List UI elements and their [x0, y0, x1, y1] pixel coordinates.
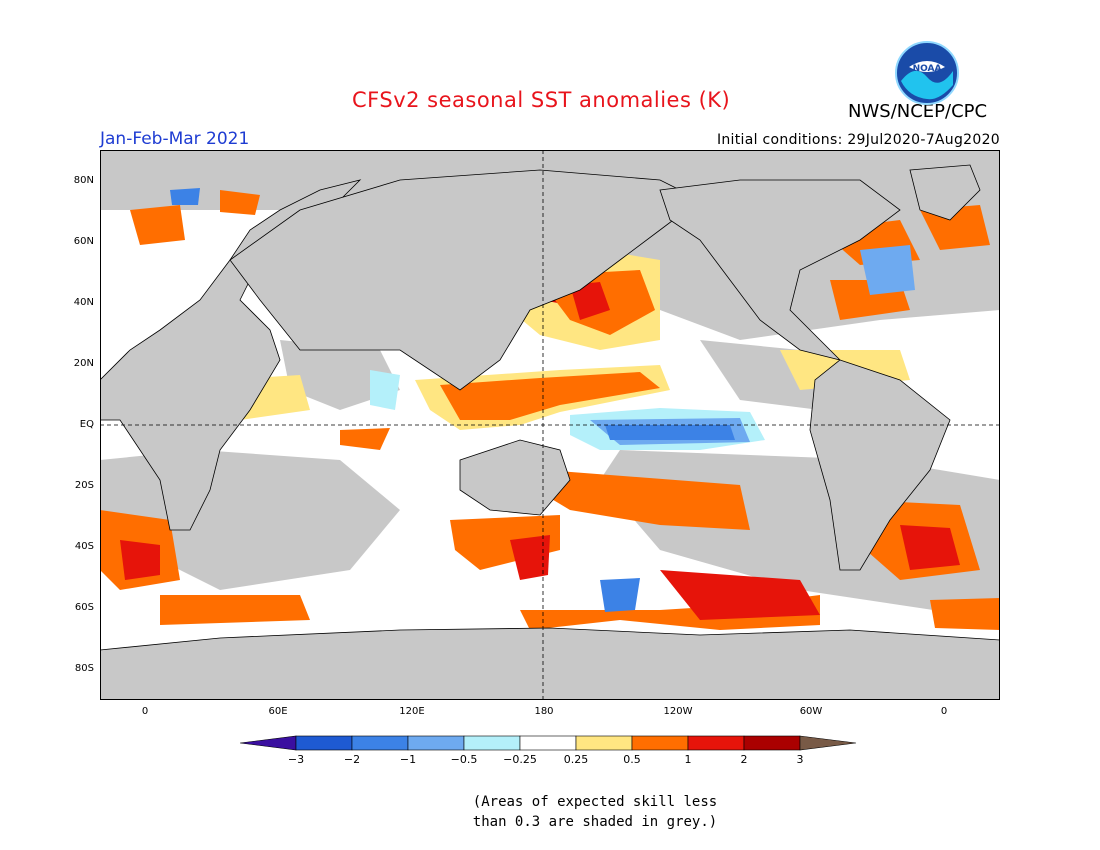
lon-label: 120W: [663, 706, 693, 717]
colorbar-label: 3: [796, 753, 804, 766]
colorbar-box: [295, 735, 353, 751]
initial-conditions-label: Initial conditions: 29Jul2020-7Aug2020: [716, 132, 1000, 148]
lat-label: 80S: [74, 663, 94, 674]
land-masses: [100, 164, 1000, 700]
colorbar-label: 1: [684, 753, 692, 766]
skill-note-line2: than 0.3 are shaded in grey.): [472, 814, 718, 830]
noaa-logo: NOAA: [895, 41, 959, 105]
skill-note: (Areas of expected skill less than 0.3 a…: [440, 792, 750, 832]
lat-label: 60N: [73, 236, 94, 247]
colorbar-label: 2: [740, 753, 748, 766]
colorbar-label: −1: [399, 753, 417, 766]
colorbar-box: [575, 735, 633, 751]
lon-label: 60E: [268, 706, 288, 717]
colorbar-label: −0.5: [450, 753, 478, 766]
lon-label: 60W: [799, 706, 823, 717]
colorbar-arrow-high: [799, 735, 857, 751]
skill-note-line1: (Areas of expected skill less: [472, 794, 718, 810]
svg-text:NOAA: NOAA: [913, 64, 942, 74]
colorbar-box: [519, 735, 577, 751]
colorbar-box: [351, 735, 409, 751]
colorbar-box: [687, 735, 745, 751]
lon-label: 120E: [399, 706, 425, 717]
lat-label: 20S: [74, 480, 94, 491]
agency-label: NWS/NCEP/CPC: [848, 101, 988, 122]
lat-label: EQ: [79, 419, 94, 430]
colorbar-box: [631, 735, 689, 751]
colorbar-arrow-low: [240, 735, 297, 751]
lon-label: 0: [940, 706, 948, 717]
colorbar-box: [463, 735, 521, 751]
lat-label: 20N: [73, 358, 94, 369]
lat-label: 40S: [74, 541, 94, 552]
colorbar-label: −2: [343, 753, 361, 766]
map-title: CFSv2 seasonal SST anomalies (K): [352, 88, 731, 112]
lat-label: 60S: [74, 602, 94, 613]
colorbar: [240, 735, 857, 751]
lat-label: 40N: [73, 297, 94, 308]
colorbar-box: [743, 735, 801, 751]
colorbar-label: 0.25: [563, 753, 589, 766]
lat-label: 80N: [73, 175, 94, 186]
colorbar-box: [407, 735, 465, 751]
lon-label: 180: [534, 706, 554, 717]
colorbar-label: 0.5: [623, 753, 641, 766]
cool-anomalies: [170, 188, 915, 612]
lon-label: 0: [141, 706, 149, 717]
season-label: Jan-Feb-Mar 2021: [100, 129, 250, 149]
sst-anomaly-map: [100, 150, 1000, 700]
colorbar-label: −0.25: [503, 753, 537, 766]
colorbar-label: −3: [287, 753, 305, 766]
